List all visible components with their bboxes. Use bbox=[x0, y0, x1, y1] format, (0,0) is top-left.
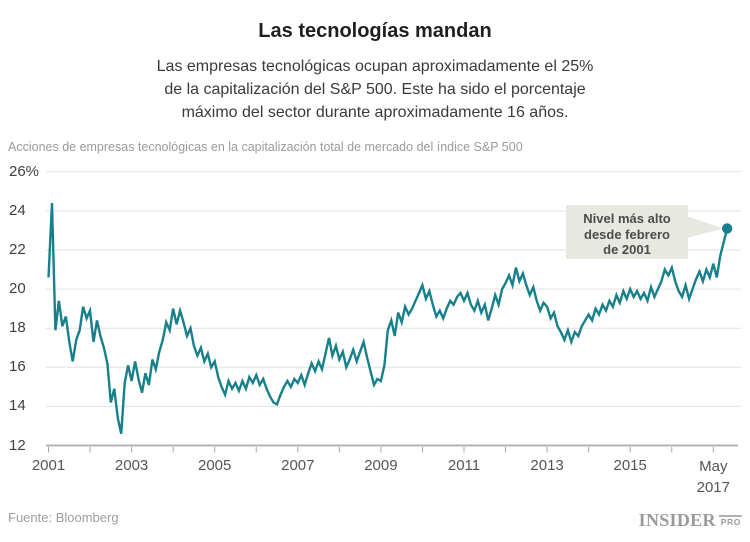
x-axis-label: 2009 bbox=[364, 457, 398, 474]
x-axis-label: 2011 bbox=[447, 457, 481, 474]
source-note: Fuente: Bloomberg bbox=[8, 510, 119, 525]
x-axis-label: 2001 bbox=[31, 457, 66, 474]
annotation-line-3: de 2001 bbox=[603, 242, 651, 257]
y-axis-label: 12 bbox=[9, 436, 26, 454]
page-title: Las tecnologías mandan bbox=[258, 20, 492, 42]
insider-pro-logo: INSIDER PRO bbox=[638, 510, 742, 530]
subtitle-line-2: de la capitalización del S&P 500. Este h… bbox=[164, 81, 586, 98]
x-axis-label: 2013 bbox=[530, 457, 564, 474]
subtitle-line-3: máximo del sector durante aproximadament… bbox=[181, 104, 569, 121]
x-axis-label-end: May 2017 bbox=[696, 458, 730, 496]
annotation-pointer bbox=[688, 216, 724, 238]
page-subtitle: Las empresas tecnológicas ocupan aproxim… bbox=[0, 55, 750, 124]
y-axis-label: 16 bbox=[9, 358, 26, 376]
y-axis-label: 22 bbox=[9, 241, 26, 258]
subtitle-line-1: Las empresas tecnológicas ocupan aproxim… bbox=[156, 58, 594, 75]
y-axis-label: 20 bbox=[9, 280, 26, 298]
x-axis-label: 2003 bbox=[114, 457, 149, 474]
footer: Fuente: Bloomberg INSIDER PRO bbox=[8, 510, 742, 530]
logo-brand-text: INSIDER bbox=[638, 510, 716, 530]
annotation-line-2: desde febrero bbox=[584, 226, 670, 242]
x-axis-label: 2015 bbox=[613, 457, 647, 474]
y-axis-label: 14 bbox=[9, 397, 26, 415]
x-axis-label: 2007 bbox=[281, 457, 315, 474]
annotation-callout: Nivel más alto desde febrero de 2001 bbox=[566, 205, 688, 259]
y-axis-label: 26% bbox=[9, 162, 40, 180]
data-series-line bbox=[47, 203, 729, 435]
chart-description: Acciones de empresas tecnológicas en la … bbox=[8, 140, 523, 154]
y-axis-label: 18 bbox=[9, 319, 26, 337]
x-axis-label: 2005 bbox=[198, 457, 232, 474]
end-point-marker bbox=[721, 223, 733, 234]
y-axis-label: 24 bbox=[9, 201, 26, 219]
annotation-line-1: Nivel más alto bbox=[583, 211, 671, 226]
logo-pro-text: PRO bbox=[718, 515, 742, 527]
